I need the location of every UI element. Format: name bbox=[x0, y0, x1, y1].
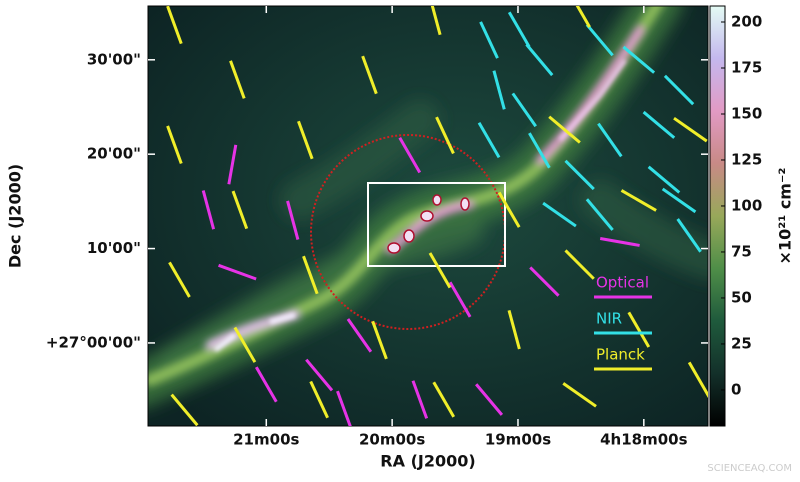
polarization-vector bbox=[475, 383, 504, 416]
polarization-vector bbox=[346, 318, 373, 353]
y-tick-label: 30'00" bbox=[87, 50, 141, 68]
polarization-vector bbox=[564, 159, 595, 191]
y-tick-label: +27°00'00" bbox=[46, 333, 141, 351]
polarization-vector bbox=[166, 125, 183, 165]
polarization-vector bbox=[448, 281, 472, 318]
x-tick-label: 20m00s bbox=[359, 431, 425, 449]
polarization-vector bbox=[297, 120, 314, 160]
polarization-vector bbox=[428, 252, 452, 289]
polarization-vector bbox=[492, 70, 506, 110]
polarization-vector bbox=[233, 326, 257, 363]
polarization-vector bbox=[564, 249, 595, 280]
polarization-vector bbox=[687, 361, 708, 398]
polarization-vector bbox=[254, 366, 278, 403]
colorbar-tick-label: 125 bbox=[731, 150, 762, 168]
polarization-vector bbox=[336, 390, 352, 426]
polarization-vector bbox=[229, 60, 246, 99]
watermark: SCIENCEAQ.COM bbox=[707, 463, 792, 474]
polarization-vector bbox=[477, 121, 501, 159]
colorbar-tick-label: 200 bbox=[731, 13, 762, 31]
polarization-vector bbox=[511, 92, 537, 128]
x-axis-label: RA (J2000) bbox=[380, 452, 475, 471]
polarization-vector bbox=[305, 358, 334, 392]
polarization-vector bbox=[627, 311, 651, 348]
polarization-vector bbox=[361, 55, 378, 95]
colorbar-tick-label: 150 bbox=[731, 104, 762, 122]
polarization-vector bbox=[286, 200, 300, 240]
polarization-vector bbox=[435, 116, 455, 155]
plot-frame bbox=[147, 5, 709, 427]
polarization-vector bbox=[302, 255, 319, 295]
legend-label: NIR bbox=[596, 310, 622, 328]
polarization-vector bbox=[575, 6, 591, 28]
x-tick-label: 4h18m00s bbox=[600, 431, 687, 449]
y-tick-label: 10'00" bbox=[87, 239, 141, 257]
polarization-vector bbox=[673, 116, 708, 143]
polarization-vector bbox=[663, 74, 695, 106]
polarization-vector bbox=[170, 393, 199, 426]
polarization-vector bbox=[620, 189, 657, 212]
polarization-vector bbox=[642, 110, 676, 139]
colorbar-tick-label: 25 bbox=[731, 334, 752, 352]
polarization-vector bbox=[497, 191, 521, 228]
polarization-vector bbox=[599, 237, 640, 247]
vectors bbox=[166, 6, 708, 426]
polarization-vector bbox=[528, 132, 551, 169]
polarization-vector bbox=[166, 6, 183, 45]
polarization-vector bbox=[411, 380, 429, 419]
polarization-vector bbox=[647, 165, 681, 194]
legend-label: Planck bbox=[596, 346, 645, 364]
polarization-vector bbox=[661, 187, 697, 214]
polarization-vector bbox=[542, 201, 577, 228]
colorbar-tick-label: 100 bbox=[731, 196, 762, 214]
y-tick-label: 20'00" bbox=[87, 145, 141, 163]
polarization-vector bbox=[430, 6, 442, 36]
colorbar-tick-label: 175 bbox=[731, 58, 762, 76]
polarization-vector bbox=[622, 45, 656, 74]
polarization-vector bbox=[231, 190, 249, 230]
colorbar-tick-label: 0 bbox=[731, 380, 741, 398]
polarization-vector bbox=[525, 43, 554, 77]
colorbar-label: ×10²¹ cm⁻² bbox=[776, 168, 795, 265]
polarization-vector bbox=[168, 261, 191, 298]
polarization-vector bbox=[227, 144, 238, 185]
polarization-vector bbox=[371, 320, 388, 360]
polarization-vector bbox=[597, 122, 623, 158]
polarization-vector bbox=[479, 21, 499, 59]
polarization-vector bbox=[201, 190, 216, 230]
legend-label: Optical bbox=[596, 274, 649, 292]
polarization-vector bbox=[309, 380, 329, 419]
polarization-vector bbox=[548, 115, 581, 144]
colorbar-tick-label: 75 bbox=[731, 242, 752, 260]
y-axis-label: Dec (J2000) bbox=[6, 164, 25, 268]
x-tick-label: 19m00s bbox=[485, 431, 551, 449]
polarization-vector bbox=[398, 137, 422, 174]
colorbar bbox=[709, 5, 726, 427]
polarization-vector bbox=[562, 382, 597, 408]
colorbar-tick-label: 50 bbox=[731, 288, 752, 306]
polarization-vector bbox=[585, 198, 614, 231]
polarization-vector bbox=[676, 218, 702, 253]
polarization-vector bbox=[218, 263, 257, 281]
polarization-vector bbox=[432, 381, 456, 418]
polarization-vector bbox=[529, 266, 560, 297]
polarization-vector bbox=[507, 310, 521, 350]
x-tick-label: 21m00s bbox=[233, 431, 299, 449]
polarization-vector bbox=[507, 11, 531, 48]
polarization-vector bbox=[585, 23, 614, 57]
